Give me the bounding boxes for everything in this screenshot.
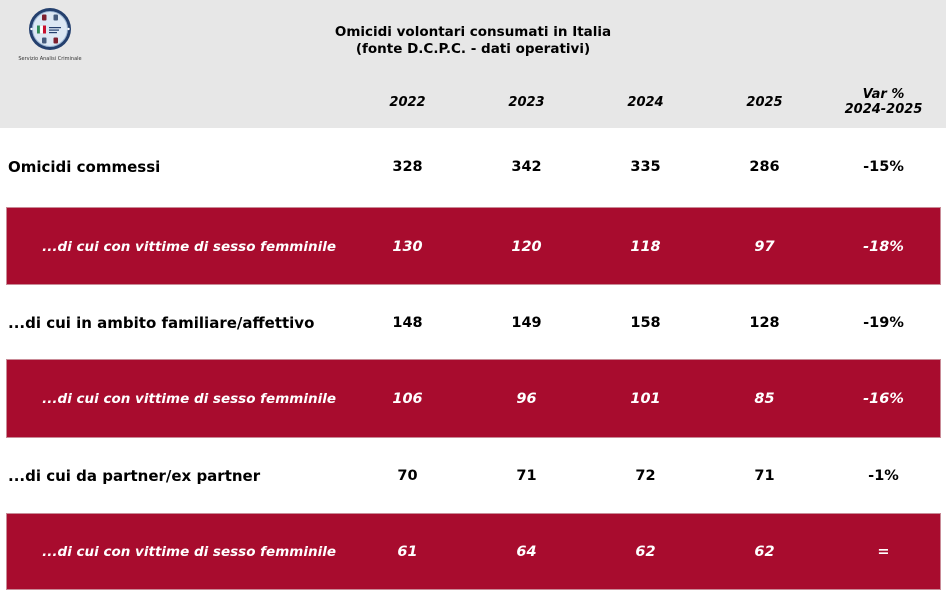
- column-header-2023: 2023: [508, 94, 545, 110]
- table-header: Servizio Analisi Criminale Omicidi volon…: [0, 0, 946, 128]
- row-label: ...di cui in ambito familiare/affettivo: [8, 313, 315, 332]
- logo-caption: Servizio Analisi Criminale: [18, 56, 82, 62]
- column-header-2022: 2022: [389, 94, 426, 110]
- table-row-partner-ex-partner: ...di cui da partner/ex partner 70 71 72…: [0, 440, 946, 512]
- value-2025: 97: [754, 238, 775, 255]
- var-header-line-2: 2024-2025: [844, 102, 923, 117]
- title-line-1: Omicidi volontari consumati in Italia: [334, 24, 612, 40]
- table-row-vittime-femminili-familiare: ...di cui con vittime di sesso femminile…: [0, 358, 946, 440]
- value-2024: 101: [630, 391, 661, 407]
- value-2022: 106: [392, 391, 423, 407]
- page-title: Omicidi volontari consumati in Italia (f…: [0, 24, 946, 58]
- value-var: -1%: [868, 468, 899, 484]
- value-2024: 72: [635, 468, 656, 484]
- value-2024: 118: [630, 238, 661, 255]
- value-2024: 335: [630, 159, 661, 175]
- value-var: -15%: [863, 159, 904, 175]
- value-2025: 128: [749, 314, 780, 331]
- value-2022: 328: [392, 159, 423, 175]
- value-2024: 62: [635, 544, 656, 560]
- row-label: ...di cui con vittime di sesso femminile: [42, 391, 336, 407]
- table-row-ambito-familiare: ...di cui in ambito familiare/affettivo …: [0, 287, 946, 358]
- row-label: ...di cui con vittime di sesso femminile: [42, 544, 336, 560]
- value-2022: 148: [392, 314, 423, 331]
- value-var: -18%: [863, 238, 904, 255]
- table-row-vittime-femminili-partner: ...di cui con vittime di sesso femminile…: [0, 512, 946, 592]
- value-2025: 286: [749, 159, 780, 175]
- value-2022: 70: [397, 468, 418, 484]
- value-2022: 61: [397, 544, 418, 560]
- value-2024: 158: [630, 314, 661, 331]
- column-header-var: Var % 2024-2025: [824, 87, 943, 117]
- value-2025: 71: [754, 468, 775, 484]
- row-label: ...di cui con vittime di sesso femminile: [42, 238, 336, 255]
- row-label: Omicidi commessi: [8, 158, 161, 176]
- table-row-vittime-femminili-totale: ...di cui con vittime di sesso femminile…: [0, 206, 946, 287]
- var-header-line-1: Var %: [862, 87, 905, 102]
- value-2023: 120: [511, 238, 542, 255]
- column-header-row: 2022 2023 2024 2025 Var % 2024-2025: [0, 76, 946, 128]
- value-2023: 342: [511, 159, 542, 175]
- value-2023: 149: [511, 314, 542, 331]
- row-label: ...di cui da partner/ex partner: [8, 467, 261, 485]
- value-var: -19%: [863, 314, 904, 331]
- value-var: =: [877, 544, 890, 560]
- value-2023: 64: [516, 544, 537, 560]
- value-2025: 85: [754, 391, 775, 407]
- column-header-2025: 2025: [746, 94, 783, 110]
- title-line-2: (fonte D.C.P.C. - dati operativi): [355, 41, 591, 57]
- value-2025: 62: [754, 544, 775, 560]
- value-2023: 96: [516, 391, 537, 407]
- logo-block: Servizio Analisi Criminale: [11, 7, 89, 62]
- servizio-analisi-criminale-logo: [29, 8, 71, 50]
- column-header-2024: 2024: [627, 94, 664, 110]
- table-row-omicidi-commessi: Omicidi commessi 328 342 335 286 -15%: [0, 128, 946, 206]
- value-2023: 71: [516, 468, 537, 484]
- value-var: -16%: [863, 391, 904, 407]
- value-2022: 130: [392, 238, 423, 255]
